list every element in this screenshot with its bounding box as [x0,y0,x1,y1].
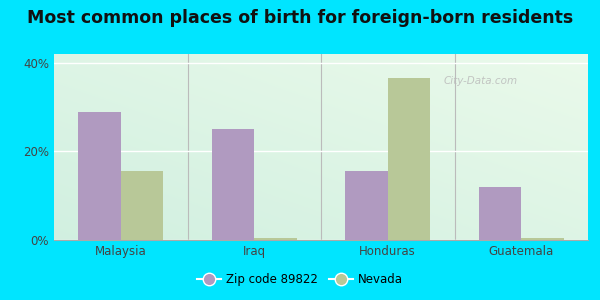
Text: Most common places of birth for foreign-born residents: Most common places of birth for foreign-… [27,9,573,27]
Bar [388,78,430,240]
Bar [345,171,388,240]
Text: City-Data.com: City-Data.com [444,76,518,86]
Bar [78,112,121,240]
Bar [121,171,163,240]
Bar [521,238,564,240]
Bar [212,129,254,240]
Bar [479,187,521,240]
Legend: Zip code 89822, Nevada: Zip code 89822, Nevada [193,269,407,291]
Bar [254,238,297,240]
